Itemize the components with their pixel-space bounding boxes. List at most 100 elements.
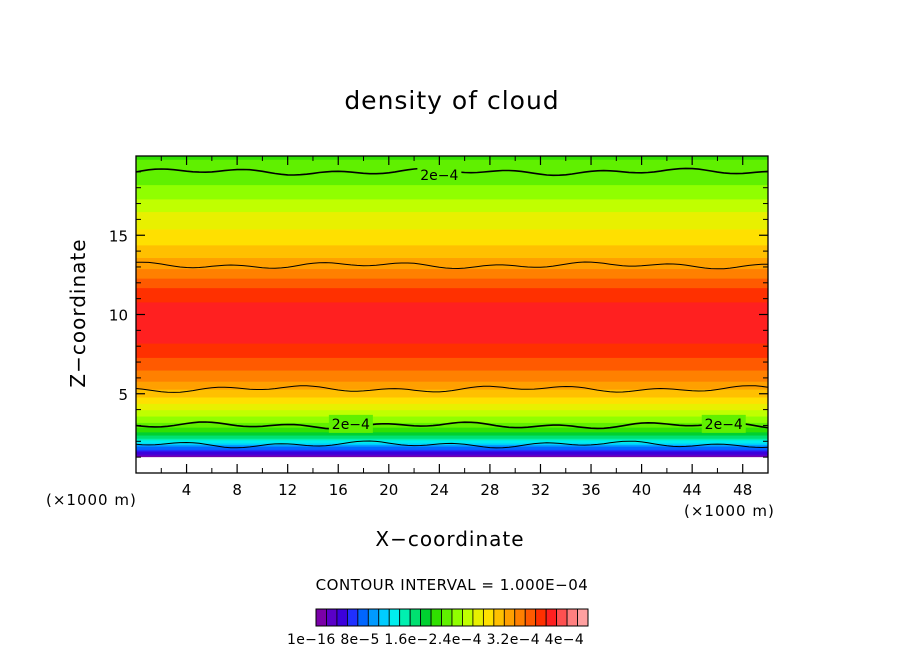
field-band: [136, 392, 768, 395]
field-band: [136, 417, 768, 420]
field-band: [136, 362, 768, 365]
field-band: [136, 328, 768, 331]
field-band: [136, 233, 768, 236]
contour-line: [136, 440, 768, 449]
field-band: [136, 301, 768, 305]
field-band: [136, 279, 768, 282]
colorbar-tick-labels: 1e−16 8e−5 1.6e−2.4e−4 3.2e−4 4e−4: [287, 632, 585, 648]
field-band: [136, 309, 768, 312]
colorbar-swatch: [430, 608, 442, 627]
field-band: [136, 373, 768, 376]
field-band: [136, 403, 768, 406]
field-band: [136, 352, 768, 355]
field-band: [136, 249, 768, 252]
field-band: [136, 232, 768, 235]
field-band: [136, 320, 768, 324]
field-band: [136, 395, 768, 398]
field-band: [136, 306, 768, 309]
field-band: [136, 419, 768, 422]
field-band: [136, 163, 768, 167]
field-band: [136, 390, 768, 393]
field-band: [136, 354, 768, 357]
field-band: [136, 341, 768, 344]
field-clear-zone: [136, 457, 768, 473]
colorbar-swatch: [409, 608, 422, 627]
field-band: [136, 274, 768, 278]
x-tick-label: 12: [278, 481, 297, 499]
field-band: [136, 308, 768, 311]
field-band: [136, 271, 768, 274]
field-band: [136, 224, 768, 227]
colorbar-swatch: [399, 608, 411, 627]
x-axis-label: X−coordinate: [375, 527, 525, 551]
field-band: [136, 276, 768, 279]
field-band: [136, 408, 768, 411]
field-band: [136, 411, 768, 414]
x-tick-label: 44: [683, 481, 702, 499]
field-band: [136, 450, 768, 453]
field-band: [136, 347, 768, 350]
colorbar-swatch: [326, 608, 338, 627]
x-tick-label: 16: [329, 481, 348, 499]
colorbar-swatch: [503, 608, 516, 627]
colorbar-swatch: [493, 608, 505, 627]
field-band: [136, 205, 768, 208]
contour-label-bg: [328, 414, 373, 433]
field-band: [136, 312, 768, 316]
field-band: [136, 241, 768, 244]
contour-interval-text: CONTOUR INTERVAL = 1.000E−04: [315, 576, 589, 594]
y-axis-label: Z−coordinate: [66, 238, 90, 388]
colorbar-swatch: [367, 608, 380, 627]
field-band: [136, 156, 768, 159]
x-tick-label: 40: [632, 481, 651, 499]
field-band: [136, 203, 768, 206]
field-band: [136, 404, 768, 408]
field-band: [136, 379, 768, 382]
field-band: [136, 346, 768, 349]
field-band: [136, 420, 768, 423]
contour-label-bg: [701, 414, 746, 433]
colorbar-swatch: [524, 608, 537, 627]
field-band: [136, 453, 768, 457]
field-band: [136, 235, 768, 238]
field-band: [136, 415, 768, 419]
field-band: [136, 208, 768, 211]
field-band: [136, 184, 768, 187]
field-band: [136, 182, 768, 186]
field-band: [136, 195, 768, 198]
x-tick-label: 48: [733, 481, 752, 499]
x-unit-label-left: (×1000 m): [46, 491, 137, 509]
field-band: [136, 230, 768, 233]
field-band: [136, 290, 768, 293]
field-band: [136, 278, 768, 281]
colorbar-swatch: [388, 608, 401, 627]
field-band: [136, 246, 768, 249]
field-band: [136, 442, 768, 446]
field-band: [136, 198, 768, 201]
field-band: [136, 252, 768, 255]
field-band: [136, 409, 768, 412]
field-band: [136, 366, 768, 369]
colorbar-swatch: [462, 608, 474, 627]
field-band: [136, 287, 768, 290]
field-band: [136, 298, 768, 301]
field-band: [136, 382, 768, 385]
contour-lines: 2e−4 2e−4 2e−4: [136, 166, 768, 449]
field-band: [136, 338, 768, 341]
field-band: [136, 225, 768, 228]
field-band: [136, 257, 768, 260]
colorbar-swatch: [472, 608, 484, 627]
field-band: [136, 292, 768, 295]
field-band: [136, 398, 768, 401]
field-band: [136, 414, 768, 417]
field-band: [136, 381, 768, 384]
chart-title: density of cloud: [344, 86, 560, 115]
field-band: [136, 186, 768, 189]
field-band: [136, 268, 768, 271]
field-band: [136, 209, 768, 213]
colorbar-swatch: [420, 608, 432, 627]
colorbar-swatch: [357, 608, 369, 627]
field-band: [136, 441, 768, 444]
field-band: [136, 187, 768, 190]
field-band: [136, 160, 768, 163]
